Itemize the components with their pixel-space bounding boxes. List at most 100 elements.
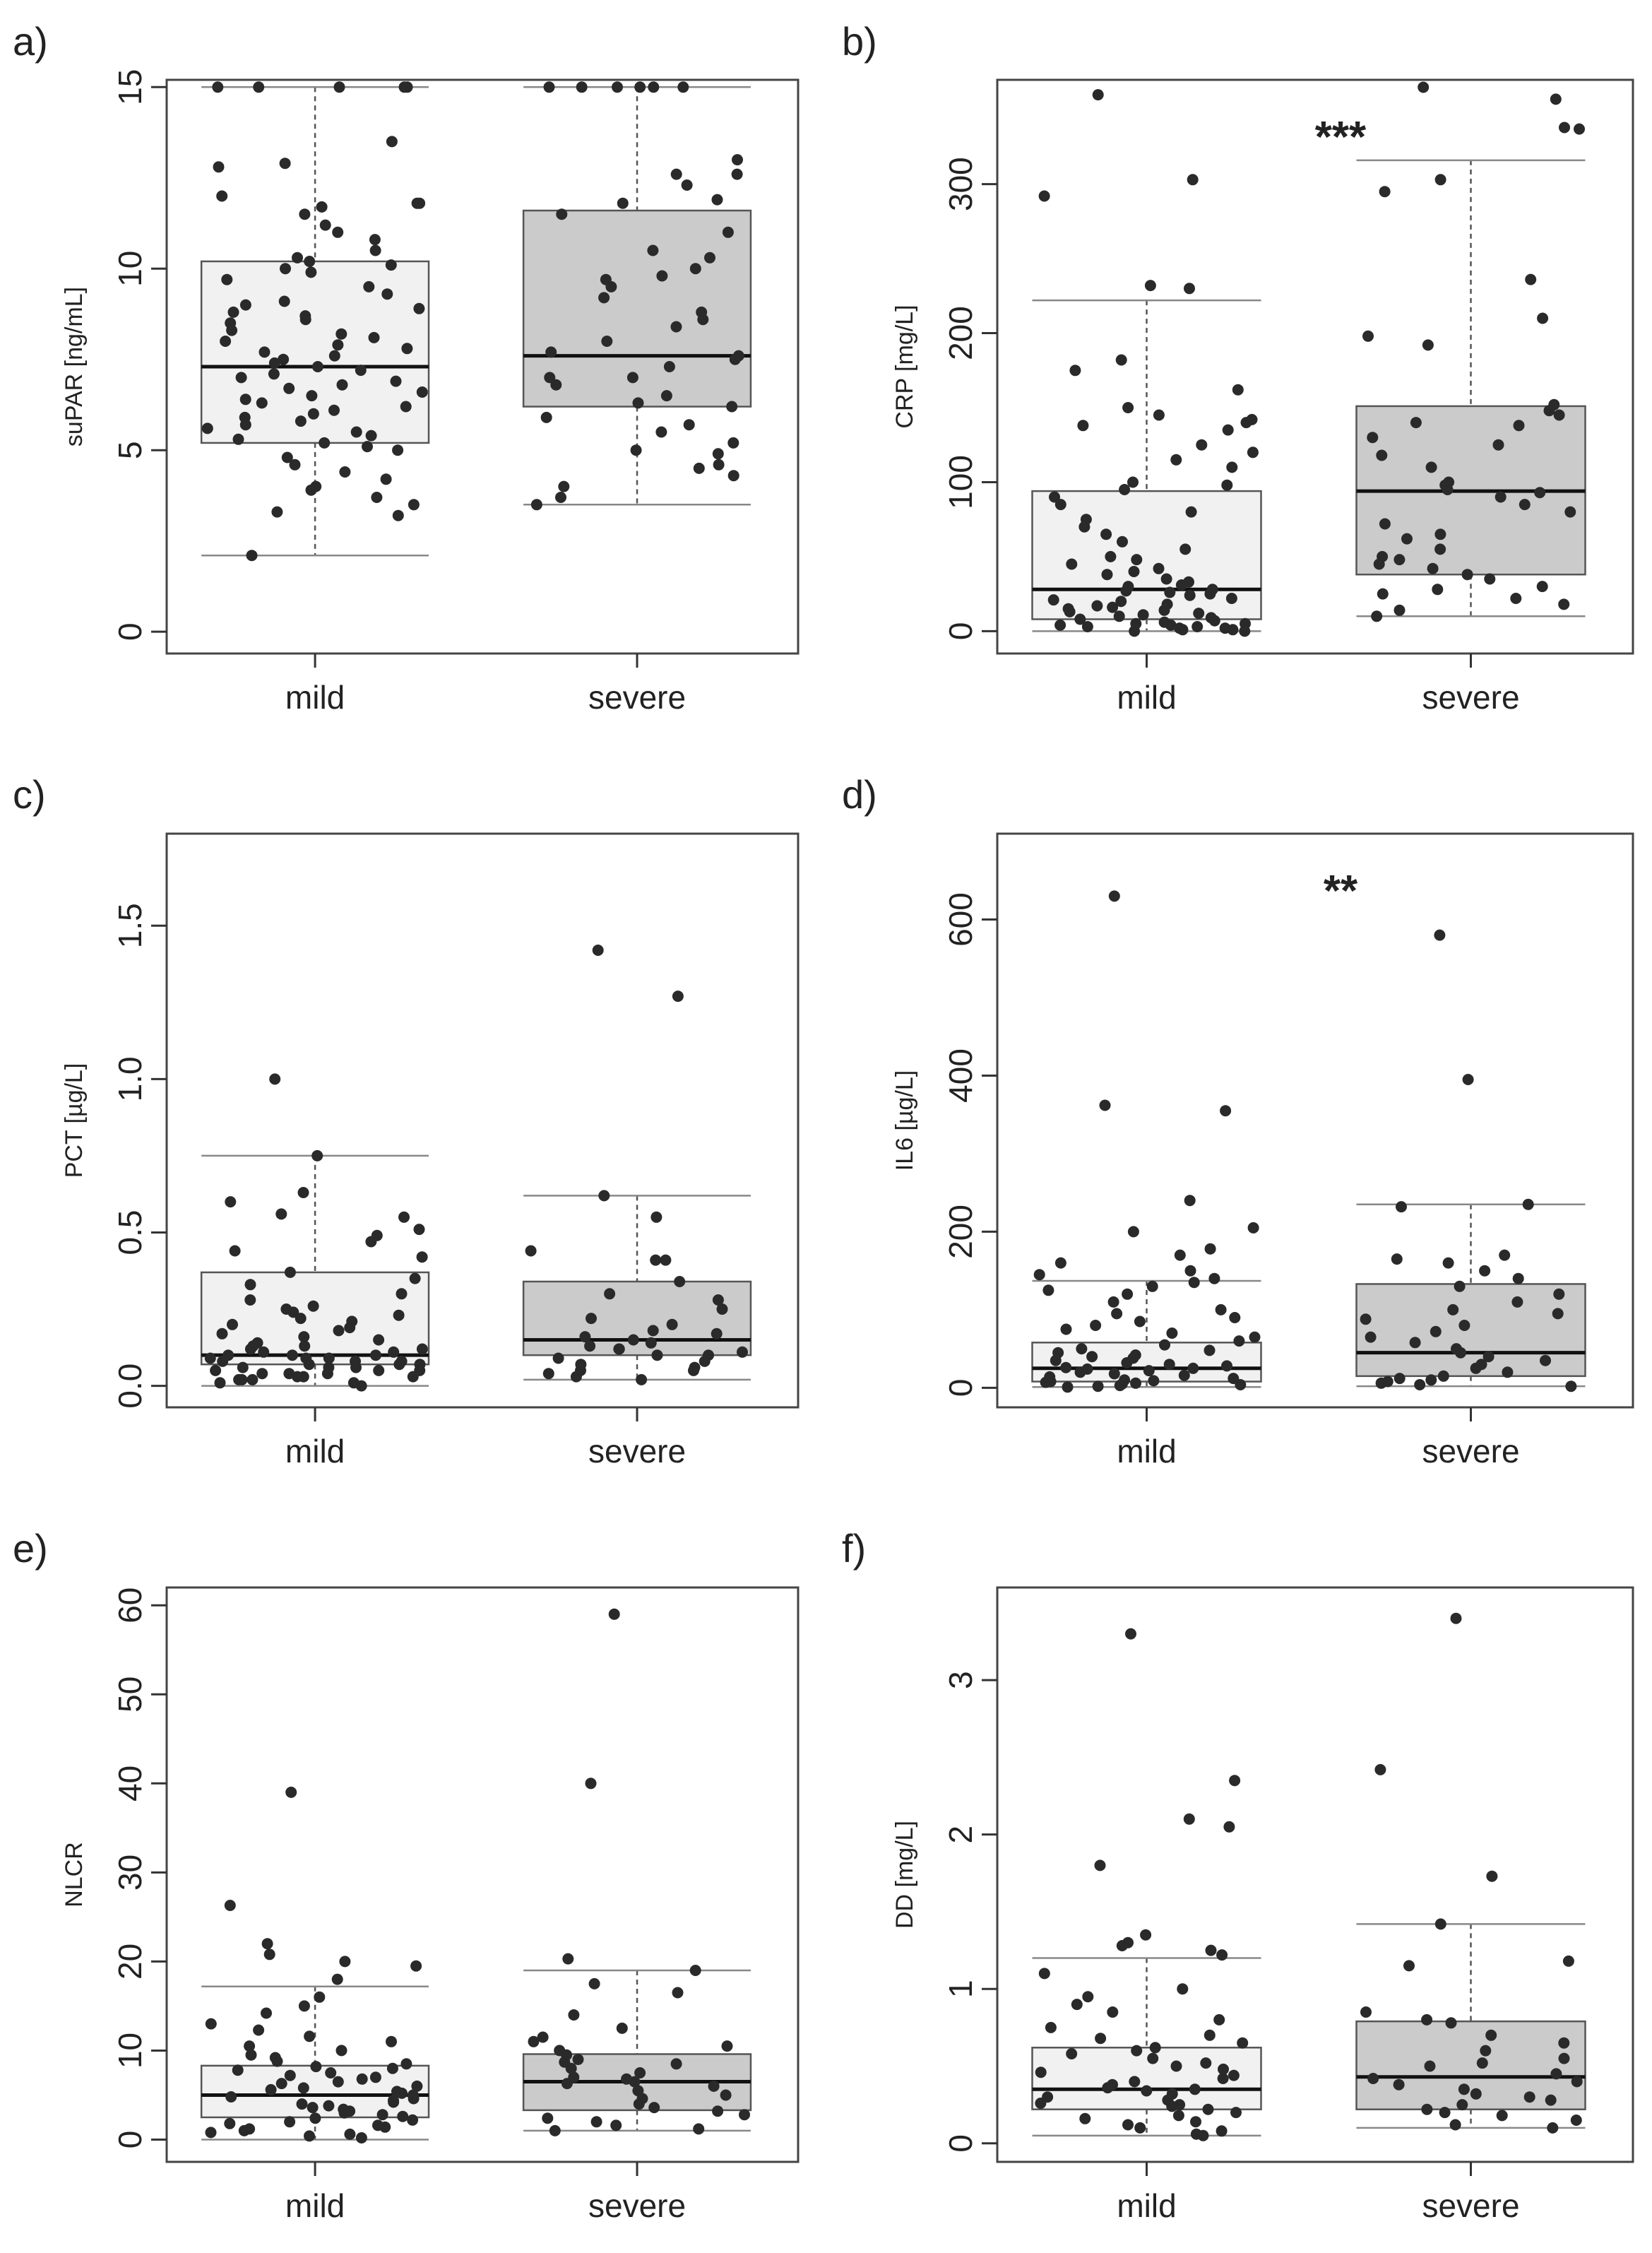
x-tick-label-mild: mild <box>1117 2187 1176 2224</box>
data-point <box>565 2062 577 2074</box>
data-point <box>355 1380 367 1392</box>
data-point <box>299 314 311 326</box>
panel-label: c) <box>13 772 46 817</box>
data-point <box>370 1349 381 1361</box>
data-point <box>712 1294 724 1306</box>
data-point <box>1143 1365 1155 1377</box>
data-point <box>233 1373 245 1385</box>
panel-a: a) 0 5 10 15 suPAR [ng/mL] mild severe <box>13 19 800 716</box>
data-point <box>373 1364 385 1376</box>
data-point <box>1175 579 1187 591</box>
data-point <box>1550 2068 1562 2080</box>
data-point <box>1184 1265 1196 1277</box>
data-point <box>258 1346 270 1358</box>
data-point <box>584 1340 596 1352</box>
data-point <box>307 1300 319 1312</box>
data-point <box>1228 2069 1240 2081</box>
data-point <box>1092 89 1104 101</box>
data-point <box>1107 1296 1119 1308</box>
data-point <box>1170 2060 1182 2072</box>
panel-label: a) <box>13 19 48 64</box>
data-point <box>268 357 280 369</box>
data-point <box>307 408 319 420</box>
data-point <box>630 444 642 456</box>
data-point <box>693 462 705 474</box>
panel-label: b) <box>842 19 877 64</box>
data-point <box>245 2049 257 2061</box>
data-point <box>688 1364 699 1376</box>
data-point <box>400 2058 412 2070</box>
data-point <box>332 2076 344 2088</box>
data-point <box>1078 521 1091 533</box>
data-point <box>331 1973 343 1985</box>
data-point <box>1184 283 1195 295</box>
data-point <box>528 2035 540 2047</box>
data-point <box>1215 1303 1227 1315</box>
data-point <box>376 2109 388 2121</box>
data-point <box>261 2007 272 2019</box>
data-point <box>1090 1320 1102 1331</box>
data-point <box>572 2054 584 2065</box>
data-point <box>1054 499 1066 511</box>
data-point <box>1425 461 1437 473</box>
data-point <box>201 422 213 434</box>
data-point <box>1447 1303 1459 1315</box>
data-point <box>1367 432 1379 444</box>
data-point <box>338 2107 350 2119</box>
data-point <box>279 158 291 170</box>
data-point <box>672 1987 684 1999</box>
data-point <box>1115 354 1127 366</box>
data-point <box>1208 615 1220 627</box>
data-point <box>1127 476 1139 488</box>
plot-frame <box>996 832 1634 1409</box>
data-point <box>1045 2021 1057 2033</box>
data-point <box>216 1327 228 1340</box>
data-point <box>1134 1315 1146 1327</box>
data-point <box>1391 1253 1403 1265</box>
data-point <box>286 1349 298 1361</box>
data-point <box>1418 81 1430 93</box>
data-point <box>237 1361 249 1373</box>
data-point <box>1077 420 1089 432</box>
box-mild <box>200 81 430 562</box>
data-point <box>617 197 629 209</box>
y-axis-label: IL6 [µg/L] <box>891 1070 918 1171</box>
data-point <box>670 2058 682 2070</box>
data-point <box>1166 2100 1178 2112</box>
data-point <box>1522 1198 1534 1210</box>
data-point <box>1128 566 1140 577</box>
data-point <box>416 386 428 398</box>
data-point <box>381 288 393 300</box>
data-point <box>1205 1944 1217 1956</box>
data-point <box>1204 1344 1216 1356</box>
significance-marker: ** <box>1324 867 1358 916</box>
data-point <box>1565 1380 1577 1392</box>
data-point <box>1042 1284 1054 1296</box>
data-point <box>1141 2085 1153 2097</box>
data-point <box>634 81 646 93</box>
x-tick-label-mild: mild <box>1117 1433 1176 1470</box>
data-point <box>1377 588 1389 600</box>
y-tick-label: 0 <box>942 2134 979 2153</box>
data-point <box>542 1368 554 1380</box>
data-point <box>244 1279 256 1291</box>
data-point <box>1492 439 1504 451</box>
y-tick-label: 10 <box>112 251 148 287</box>
data-point <box>1547 2122 1559 2134</box>
data-point <box>1190 2116 1201 2128</box>
data-point <box>1082 1991 1094 2003</box>
data-point <box>1558 2052 1570 2064</box>
data-point <box>295 1313 307 1325</box>
data-point <box>660 1254 672 1266</box>
data-point <box>1362 330 1374 342</box>
data-point <box>229 1245 241 1257</box>
plot-frame <box>996 1586 1634 2163</box>
significance-marker: *** <box>1315 113 1367 162</box>
data-point <box>1511 1296 1523 1308</box>
data-point <box>385 259 397 271</box>
data-point <box>570 1371 582 1383</box>
data-point <box>369 244 381 256</box>
data-point <box>1184 589 1196 601</box>
data-point <box>1424 2060 1436 2072</box>
data-point <box>1427 562 1439 574</box>
